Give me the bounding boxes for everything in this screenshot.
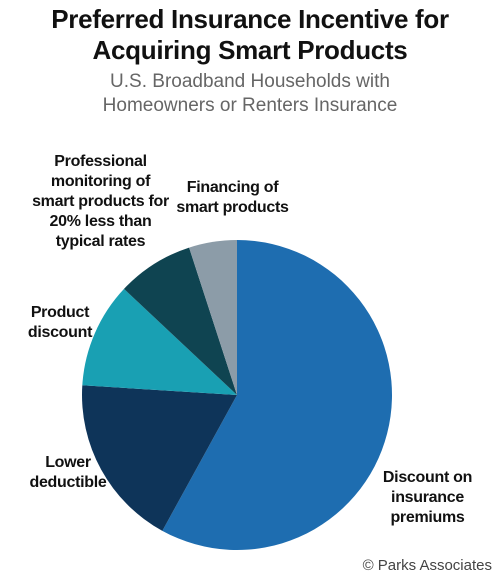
slice-label: Product discount xyxy=(27,304,93,341)
chart-subtitle: U.S. Broadband Households with Homeowner… xyxy=(102,71,398,116)
pie-slice xyxy=(189,240,237,395)
slice-label: Professional monitoring of smart product… xyxy=(32,153,169,250)
slice-label: Financing of smart products xyxy=(176,179,289,216)
pie-slice xyxy=(124,247,237,395)
chart-title: Preferred Insurance Incentive for Acquir… xyxy=(51,4,449,65)
slice-label: Lower deductible xyxy=(29,454,107,491)
pie-slice xyxy=(82,385,237,531)
source: © Parks Associates xyxy=(362,557,492,574)
pie-slice xyxy=(162,240,393,550)
pie-slice xyxy=(82,288,238,395)
slice-label: Discount on insurance premiums xyxy=(382,469,473,526)
